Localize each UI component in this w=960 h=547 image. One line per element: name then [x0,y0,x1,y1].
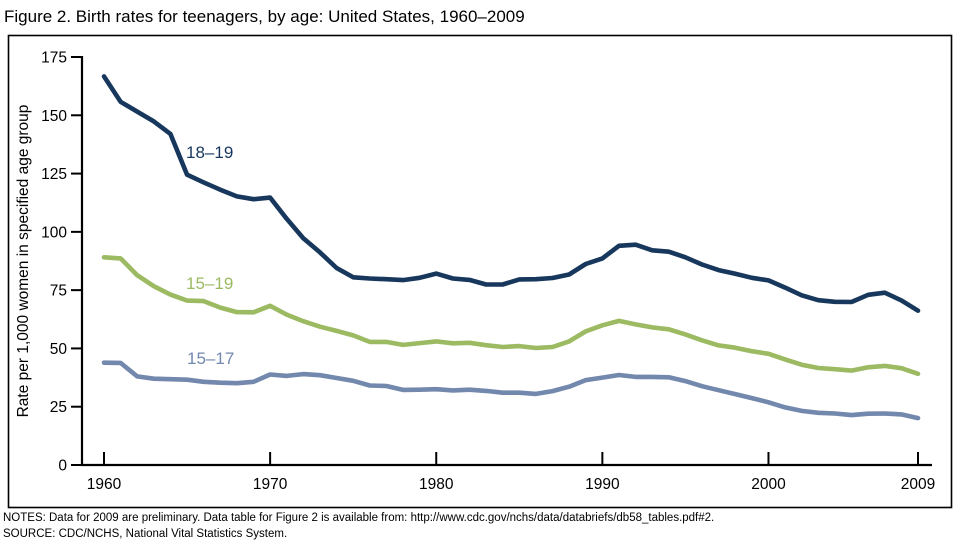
x-tick-label: 2000 [751,476,786,493]
y-tick-label: 50 [50,341,68,358]
figure-title: Figure 2. Birth rates for teenagers, by … [4,7,525,26]
x-tick-label: 1990 [585,476,620,493]
y-axis-title: Rate per 1,000 women in specified age gr… [15,105,32,418]
series-label-15-19: 15–19 [186,274,233,293]
series-line-15-17 [101,360,921,421]
x-tick-label: 2009 [901,476,935,493]
x-tick-label: 1960 [87,476,122,493]
series-label-15-17: 15–17 [187,349,234,368]
y-tick-label: 25 [50,399,67,416]
y-tick-label: 175 [41,50,67,67]
y-tick-label: 100 [41,224,67,241]
y-tick-label: 125 [41,166,67,183]
series-line-15-19 [101,254,921,377]
plot-frame [7,34,953,509]
notes-line: NOTES: Data for 2009 are preliminary. Da… [3,512,715,524]
y-tick-label: 150 [41,108,67,125]
y-tick-label: 0 [58,458,67,475]
y-tick-label: 75 [50,283,67,300]
x-tick-label: 1980 [419,476,454,493]
series-label-18-19: 18–19 [186,143,233,162]
source-line: SOURCE: CDC/NCHS, National Vital Statist… [3,527,288,540]
figure-footnotes: NOTES: Data for 2009 are preliminary. Da… [3,511,714,542]
x-tick-label: 1970 [253,476,288,493]
series-line-18-19 [101,74,921,314]
